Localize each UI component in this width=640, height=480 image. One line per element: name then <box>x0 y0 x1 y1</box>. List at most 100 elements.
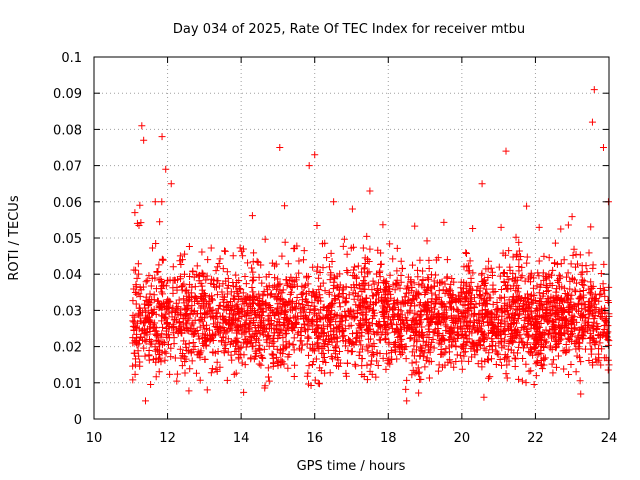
data-point <box>273 322 281 330</box>
data-point <box>338 312 346 320</box>
data-point <box>361 319 369 327</box>
data-point <box>247 307 255 315</box>
data-point <box>184 303 192 311</box>
data-point <box>585 356 593 364</box>
data-point <box>375 318 383 326</box>
data-point <box>287 319 295 327</box>
data-point <box>197 293 205 301</box>
data-point <box>430 300 438 308</box>
data-point <box>266 301 274 309</box>
data-point <box>462 288 470 296</box>
data-point <box>451 337 459 345</box>
data-point <box>403 325 411 333</box>
data-point <box>532 349 540 357</box>
data-point <box>593 358 601 366</box>
data-point <box>357 322 365 330</box>
data-point <box>573 352 581 360</box>
data-point <box>408 348 416 356</box>
data-point <box>161 356 169 364</box>
data-point <box>462 312 470 320</box>
data-point <box>496 294 504 302</box>
data-point <box>548 303 556 311</box>
data-point <box>319 279 327 287</box>
data-point <box>320 342 328 350</box>
data-point <box>363 255 371 263</box>
data-point <box>150 296 158 304</box>
data-point <box>193 262 201 270</box>
y-tick-label: 0.01 <box>53 377 82 392</box>
data-point <box>285 339 293 347</box>
data-point <box>568 213 576 221</box>
data-point <box>319 313 327 321</box>
data-point <box>402 385 410 393</box>
data-point <box>549 266 557 274</box>
data-point <box>315 345 323 353</box>
data-point <box>189 268 197 276</box>
data-point <box>281 202 289 210</box>
data-point <box>238 359 246 367</box>
data-point <box>354 306 362 314</box>
data-point <box>264 364 272 372</box>
data-point <box>182 319 190 327</box>
data-point <box>198 286 206 294</box>
data-point <box>305 162 313 170</box>
data-point <box>468 338 476 346</box>
data-point <box>245 327 253 335</box>
data-point <box>308 360 316 368</box>
data-point <box>300 314 308 322</box>
data-point <box>535 223 543 231</box>
data-point <box>417 316 425 324</box>
data-point <box>588 310 596 318</box>
data-point <box>434 367 442 375</box>
data-point <box>311 293 319 301</box>
data-point <box>573 279 581 287</box>
data-point <box>390 300 398 308</box>
x-tick-label: 22 <box>527 431 544 446</box>
data-point <box>500 342 508 350</box>
data-point <box>383 303 391 311</box>
data-point <box>425 265 433 273</box>
data-point <box>216 255 224 263</box>
data-point <box>142 397 149 405</box>
data-point <box>580 294 588 302</box>
data-point <box>242 293 250 301</box>
data-point <box>441 349 449 357</box>
data-point <box>576 251 584 259</box>
data-point <box>380 288 388 296</box>
data-point <box>420 303 428 311</box>
data-point <box>136 292 144 300</box>
data-point <box>418 280 426 288</box>
data-point <box>281 309 289 317</box>
data-point <box>424 274 432 282</box>
data-point <box>140 319 148 327</box>
data-point <box>426 343 434 351</box>
data-point <box>537 298 545 306</box>
data-point <box>392 348 400 356</box>
data-point <box>272 353 280 361</box>
data-point <box>227 307 235 314</box>
data-point <box>303 290 311 298</box>
data-point <box>144 314 152 322</box>
data-point <box>389 255 397 263</box>
data-point <box>173 283 181 291</box>
data-point <box>140 136 148 144</box>
data-point <box>509 309 517 317</box>
data-point <box>211 283 219 291</box>
data-point <box>155 368 163 376</box>
data-point <box>157 312 165 320</box>
data-point <box>381 314 389 322</box>
data-point <box>364 347 372 355</box>
data-point <box>249 268 257 276</box>
data-point <box>165 309 173 317</box>
data-point <box>372 290 380 298</box>
data-point <box>257 361 265 369</box>
data-point <box>386 240 394 248</box>
x-tick-label: 14 <box>233 431 250 446</box>
data-point <box>158 277 166 285</box>
data-point <box>515 263 523 271</box>
data-point <box>315 331 323 339</box>
data-point <box>277 307 285 315</box>
data-point <box>417 344 425 352</box>
data-point <box>334 323 342 331</box>
data-point <box>577 390 585 398</box>
